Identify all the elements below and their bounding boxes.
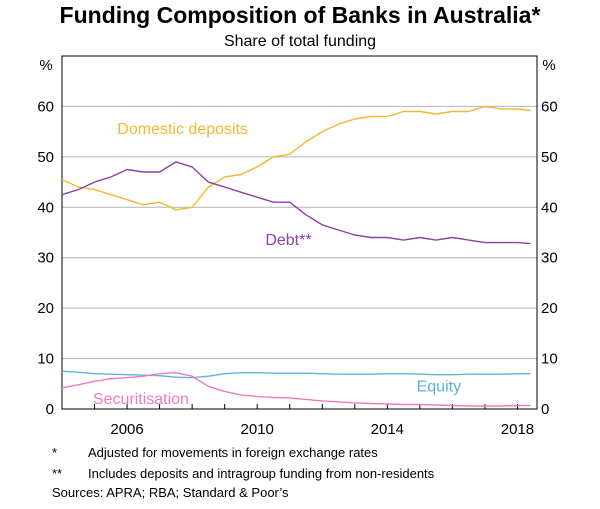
- chart-title: Funding Composition of Banks in Australi…: [59, 2, 541, 28]
- y-tick-label-right: 0: [541, 401, 549, 418]
- footnote-mark: *: [52, 445, 58, 460]
- y-axis-unit-right: %: [542, 57, 555, 74]
- y-tick-label-right: 30: [541, 250, 558, 267]
- chart-subtitle: Share of total funding: [223, 33, 377, 50]
- footnote: * Adjusted for movements in foreign exch…: [52, 443, 434, 464]
- series-label-domestic-deposits: Domestic deposits: [117, 121, 248, 138]
- series-line-securitisation: [61, 372, 531, 407]
- y-tick-label-right: 60: [541, 98, 558, 115]
- y-tick-label-left: 10: [37, 351, 54, 368]
- series-line-debt: [61, 161, 531, 245]
- gridlines: [62, 105, 537, 360]
- axis-labels: % %: [39, 57, 555, 74]
- y-tick-label-left: 20: [37, 300, 54, 317]
- footnotes: * Adjusted for movements in foreign exch…: [52, 443, 434, 484]
- y-tick-label-right: 20: [541, 300, 558, 317]
- series-label-equity: Equity: [417, 378, 461, 395]
- y-tick-label-right: 50: [541, 149, 558, 166]
- y-axis-unit-left: %: [39, 57, 52, 74]
- y-tick-label-left: 0: [46, 401, 54, 418]
- sources-line: Sources: APRA; RBA; Standard & Poor’s: [52, 485, 289, 500]
- series-line-domestic-deposits: [61, 105, 531, 211]
- series-line-equity: [61, 370, 531, 379]
- footnote-text: Includes deposits and intragroup funding…: [88, 465, 435, 481]
- y-tick-label-left: 40: [37, 199, 54, 216]
- y-tick-label-left: 60: [37, 98, 54, 115]
- series-label-debt: Debt**: [265, 232, 311, 249]
- y-tick-label-left: 30: [37, 250, 54, 267]
- x-tick-label: 2006: [110, 421, 143, 438]
- footnote-mark: **: [52, 465, 63, 481]
- footnote-text: Adjusted for movements in foreign exchan…: [88, 445, 378, 460]
- x-tick-label: 2014: [371, 421, 404, 438]
- series-label-securitisation: Securitisation: [93, 391, 189, 408]
- series-labels: Domestic deposits Debt** Equity Securiti…: [93, 121, 461, 408]
- y-tick-label-right: 10: [541, 351, 558, 368]
- y-tick-label-left: 50: [37, 149, 54, 166]
- x-tick-label: 2018: [501, 421, 534, 438]
- y-tick-label-right: 40: [541, 199, 558, 216]
- axis-ticks: 0 0 10 10 20 20 30 30 40 40 50 50 60 60 2006 2010 2014 20…: [37, 98, 557, 438]
- plot-frame: [61, 55, 538, 410]
- footnote: ** Includes deposits and intragroup fund…: [52, 464, 434, 485]
- x-tick-label: 2010: [241, 421, 274, 438]
- series-lines: [61, 105, 531, 407]
